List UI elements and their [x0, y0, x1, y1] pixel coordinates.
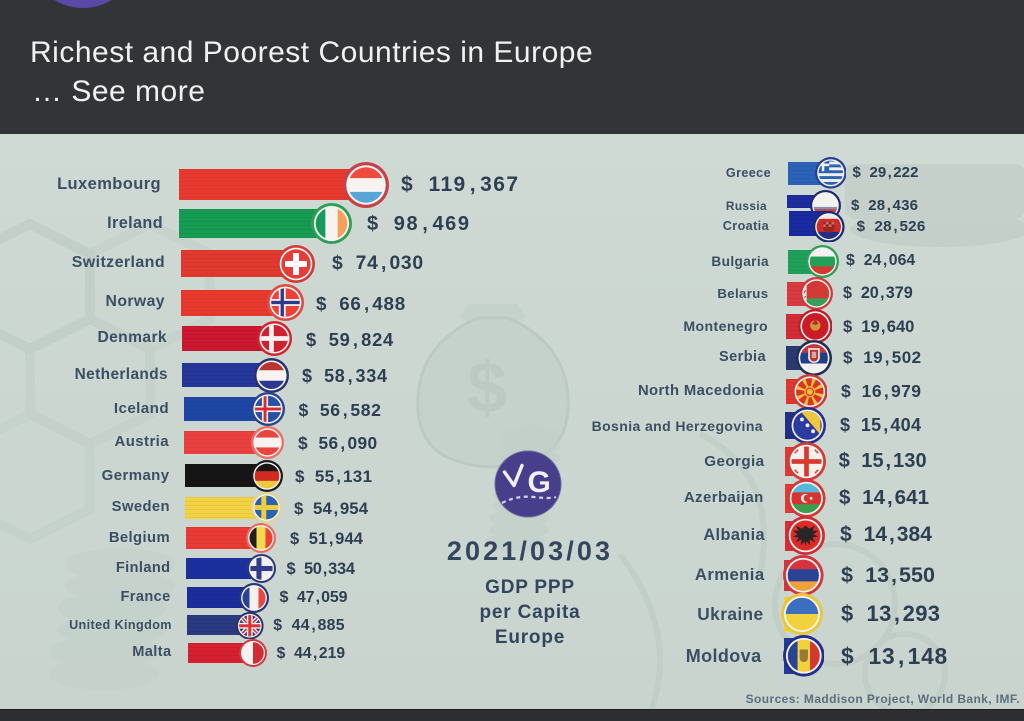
svg-text:G: G [528, 466, 551, 499]
svg-text:$: $ [467, 348, 507, 428]
